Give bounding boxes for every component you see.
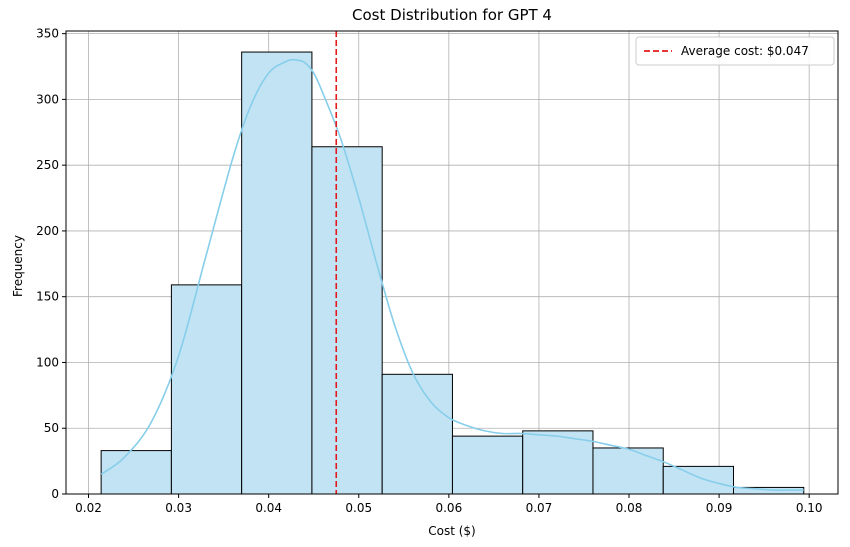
kde-curve-layer [100,58,804,491]
y-tick-label: 300 [36,92,59,106]
kde-curve [100,58,804,491]
y-tick-label: 200 [36,224,59,238]
histogram-bar-3 [241,51,313,495]
chart-title: Cost Distribution for GPT 4 [352,6,552,24]
histogram-bars [100,51,805,495]
y-axis-label: Frequency [11,235,25,297]
plot-frame [65,30,839,495]
x-tick-label: 0.06 [435,501,462,515]
x-tick-label: 0.09 [706,501,733,515]
histogram-bar-8 [592,447,664,495]
legend: Average cost: $0.047 [635,36,835,66]
y-tick-label: 100 [36,355,59,369]
x-tick-label: 0.07 [526,501,553,515]
y-tick-label: 250 [36,158,59,172]
y-tick-label: 0 [51,487,59,501]
histogram-bar-9 [662,465,735,495]
histogram-bar-2 [170,284,243,495]
y-tick-label: 350 [36,27,59,41]
legend-box [635,36,835,66]
histogram-bar-6 [451,435,524,495]
histogram-bar-7 [522,430,594,495]
histogram-bar-1 [100,450,172,495]
x-tick-label: 0.03 [165,501,192,515]
x-axis-ticks: 0.02 0.03 0.04 0.05 0.06 0.07 0.08 0.09 0.10 [75,494,823,515]
x-axis-label: Cost ($) [428,524,476,538]
x-tick-label: 0.08 [616,501,643,515]
y-axis-ticks: 0 50 100 150 200 250 300 350 [36,27,66,501]
histogram-bar-5 [381,373,453,495]
x-tick-label: 0.10 [796,501,823,515]
y-tick-label: 50 [44,421,59,435]
y-tick-label: 150 [36,290,59,304]
legend-label-average: Average cost: $0.047 [681,44,809,58]
x-tick-label: 0.04 [255,501,282,515]
histogram-bar-4 [311,146,383,495]
x-tick-label: 0.02 [75,501,102,515]
x-tick-label: 0.05 [345,501,372,515]
